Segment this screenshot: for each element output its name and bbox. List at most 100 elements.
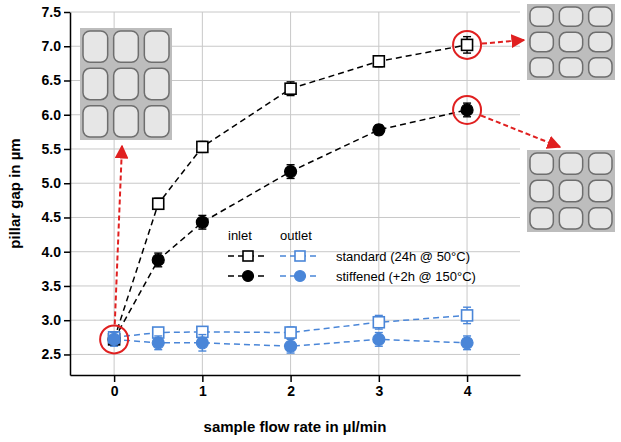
error-bar-segment bbox=[375, 328, 383, 329]
y-tick: 2.5 bbox=[42, 346, 70, 362]
y-axis-title: pillar gap in µm bbox=[6, 138, 23, 248]
inset-pillar bbox=[114, 68, 139, 99]
error-bar-segment bbox=[287, 81, 295, 82]
legend-swatch-marker bbox=[243, 251, 253, 261]
legend-header: outlet bbox=[280, 228, 312, 243]
inset-pillar bbox=[559, 7, 582, 26]
y-tick-label: 5.5 bbox=[42, 141, 62, 157]
inset-pillar bbox=[83, 106, 108, 137]
plot-area bbox=[108, 37, 473, 353]
x-tick-mark bbox=[290, 375, 292, 382]
y-tick: 7.5 bbox=[42, 4, 70, 20]
x-tick: 4 bbox=[464, 375, 472, 399]
y-tick-label: 6.5 bbox=[42, 72, 62, 88]
y-tick: 5.0 bbox=[42, 175, 70, 191]
data-point bbox=[285, 340, 297, 352]
data-point bbox=[373, 333, 385, 345]
chart: 012342.53.03.54.04.55.05.56.06.57.07.5sa… bbox=[0, 0, 621, 442]
legend-label: stiffened (+2h @ 150°C) bbox=[336, 269, 476, 284]
error-bar-segment bbox=[463, 306, 471, 307]
error-bar-segment bbox=[287, 95, 295, 96]
grid-line-y bbox=[70, 320, 520, 321]
x-tick: 0 bbox=[111, 375, 119, 399]
y-tick-label: 2.5 bbox=[42, 346, 62, 362]
inset-pillar bbox=[589, 58, 612, 77]
grid-line-y bbox=[70, 148, 520, 149]
x-axis: 01234 bbox=[71, 375, 521, 399]
inset-pillar bbox=[83, 31, 108, 62]
y-tick-label: 4.5 bbox=[42, 209, 62, 225]
y-tick-mark bbox=[64, 183, 70, 185]
inset-pillar bbox=[589, 32, 612, 51]
error-bar-segment bbox=[198, 350, 206, 351]
inset-pillar bbox=[530, 58, 553, 77]
data-point bbox=[462, 310, 473, 321]
inset-pillar bbox=[144, 31, 169, 62]
y-tick: 6.0 bbox=[42, 107, 70, 123]
legend: inletoutletstandard (24h @ 50°C)stiffene… bbox=[228, 228, 476, 284]
data-point bbox=[196, 216, 208, 228]
y-tick: 7.0 bbox=[42, 38, 70, 54]
y-tick: 3.5 bbox=[42, 278, 70, 294]
x-axis-line bbox=[71, 375, 521, 377]
y-tick-mark bbox=[64, 320, 70, 322]
series-line bbox=[114, 110, 467, 339]
x-axis-title: sample flow rate in µl/min bbox=[204, 418, 387, 435]
data-point bbox=[108, 333, 120, 345]
x-tick-mark bbox=[467, 375, 469, 382]
data-point bbox=[197, 141, 208, 152]
x-tick-label: 0 bbox=[111, 383, 119, 399]
legend-swatch-marker bbox=[295, 251, 305, 261]
y-tick: 3.0 bbox=[42, 312, 70, 328]
y-tick: 6.5 bbox=[42, 72, 70, 88]
error-bar-segment bbox=[463, 52, 471, 53]
data-point bbox=[109, 334, 120, 345]
highlight-arrow bbox=[482, 40, 524, 44]
data-point bbox=[373, 124, 385, 136]
inset-pillar bbox=[589, 208, 612, 229]
x-tick-mark bbox=[379, 375, 381, 382]
y-axis: 2.53.03.54.04.55.05.56.06.57.07.5 bbox=[42, 4, 71, 376]
inset-background bbox=[80, 28, 172, 140]
data-point bbox=[462, 39, 473, 50]
y-tick-mark bbox=[64, 12, 70, 14]
y-tick-mark bbox=[64, 46, 70, 48]
y-tick-label: 3.5 bbox=[42, 278, 62, 294]
inset-image bbox=[527, 4, 615, 80]
inset-pillar bbox=[589, 153, 612, 174]
data-point bbox=[108, 333, 120, 345]
y-tick-mark bbox=[64, 286, 70, 288]
highlight-circle bbox=[453, 96, 481, 124]
inset-pillar bbox=[530, 180, 553, 201]
legend-label: standard (24h @ 50°C) bbox=[336, 249, 470, 264]
grid-line-y bbox=[70, 354, 520, 355]
data-point bbox=[373, 56, 384, 67]
error-bar-segment bbox=[463, 36, 471, 37]
x-tick: 2 bbox=[287, 375, 295, 399]
error-bar-segment bbox=[463, 323, 471, 324]
inset-background bbox=[527, 150, 615, 232]
y-tick-mark bbox=[64, 217, 70, 219]
inset-pillar bbox=[559, 58, 582, 77]
inset-image bbox=[80, 28, 172, 140]
data-point bbox=[461, 337, 473, 349]
legend-swatch-marker bbox=[243, 271, 254, 282]
data-point bbox=[373, 317, 384, 328]
series-line bbox=[114, 315, 467, 337]
inset-pillar bbox=[559, 208, 582, 229]
x-tick-label: 2 bbox=[287, 383, 295, 399]
highlight-circle bbox=[100, 325, 128, 353]
inset-pillar bbox=[530, 208, 553, 229]
data-point bbox=[196, 337, 208, 349]
inset-pillar bbox=[530, 7, 553, 26]
data-point bbox=[461, 104, 473, 116]
y-tick: 4.5 bbox=[42, 209, 70, 225]
grid-line-y bbox=[70, 285, 520, 286]
highlight-arrow bbox=[481, 115, 560, 147]
inset-pillar bbox=[114, 31, 139, 62]
x-tick-label: 3 bbox=[375, 383, 383, 399]
y-tick-label: 5.0 bbox=[42, 175, 62, 191]
data-point bbox=[152, 337, 164, 349]
y-tick-label: 3.0 bbox=[42, 312, 62, 328]
highlight-circle bbox=[453, 31, 481, 59]
